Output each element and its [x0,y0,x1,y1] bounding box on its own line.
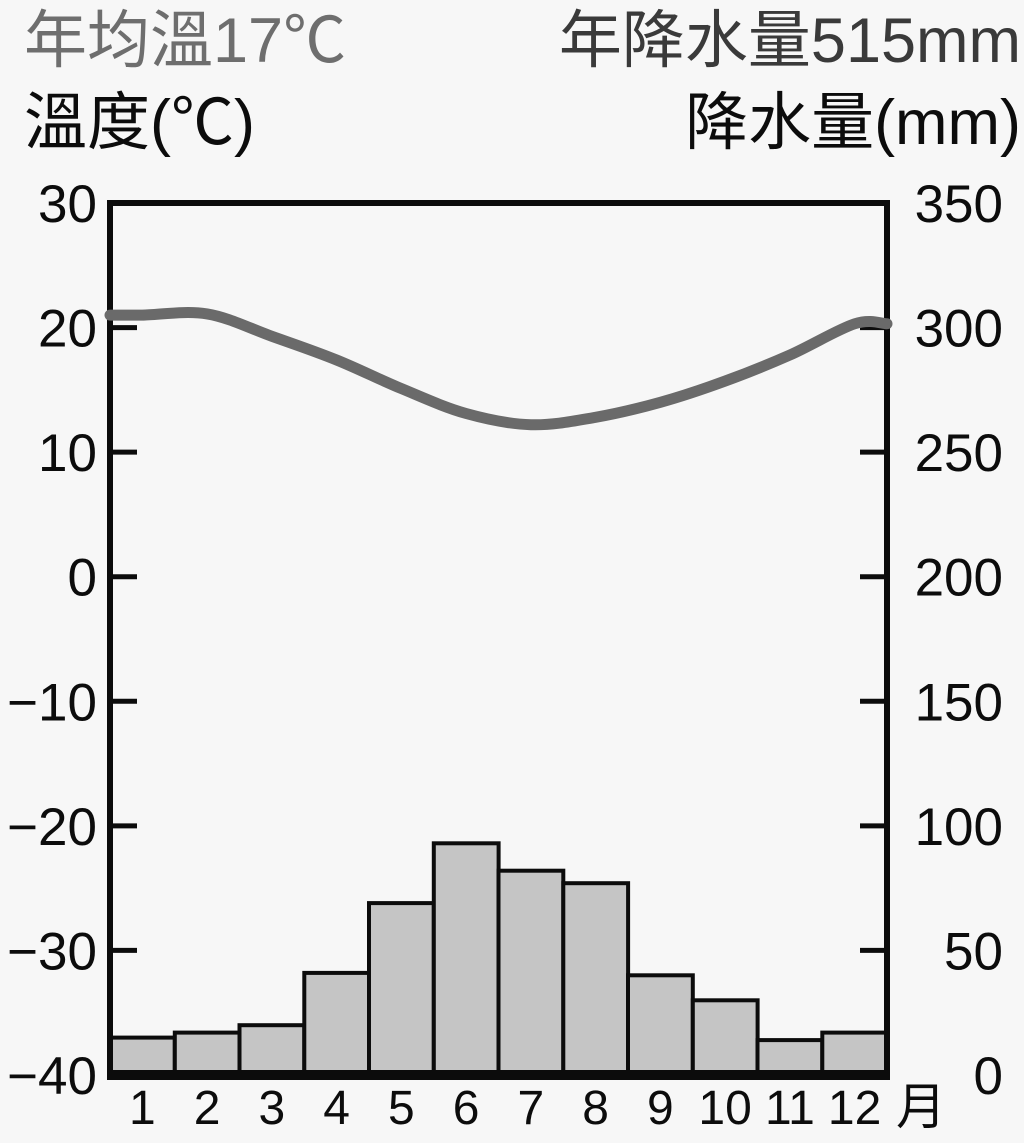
right-axis-tick-label: 0 [974,1047,1003,1106]
precip-bar [690,998,760,1077]
annual-summary-row: 年均溫17℃ 年降水量515mm [24,10,1021,73]
left-axis-tick-label: 10 [38,424,97,483]
precip-bar [626,973,695,1077]
month-label: 11 [765,1082,815,1135]
precip-bar [108,1035,177,1077]
precip-bar [302,970,372,1078]
right-axis-tick-label: 200 [915,549,1003,608]
left-axis-title: 溫度(℃) [24,88,255,158]
precip-bar [820,1030,890,1077]
axis-title-row: 溫度(℃) 降水量(mm) [24,92,1021,155]
x-axis-unit-label: 月 [896,1079,946,1135]
month-label: 9 [647,1082,674,1135]
month-label: 1 [129,1082,156,1135]
right-axis-tick-label: 250 [915,424,1003,483]
left-axis-tick-label: 30 [38,175,97,234]
precip-bar [367,901,436,1077]
precip-bar [755,1038,825,1077]
right-axis-tick-label: 300 [915,300,1003,359]
month-label: 4 [323,1082,350,1135]
month-label: 6 [453,1082,480,1135]
left-axis-tick-label: 20 [38,300,97,359]
left-axis-tick-label: −10 [7,673,97,732]
right-axis-tick-label: 350 [915,175,1003,234]
annual-precipitation-text: 年降水量515mm [558,6,1021,76]
precip-bar [496,868,566,1078]
month-label: 12 [828,1082,881,1135]
precip-bar [561,881,631,1078]
left-axis-tick-label: −20 [7,798,97,857]
month-label: 10 [698,1082,751,1135]
annual-mean-temperature-text: 年均溫17℃ [24,6,347,76]
right-axis-title: 降水量(mm) [685,88,1021,158]
right-axis-tick-label: 100 [915,798,1003,857]
month-label: 3 [259,1082,286,1135]
precip-bar [431,841,501,1077]
left-axis-tick-label: 0 [68,549,97,608]
precip-bar [237,1023,307,1077]
temperature-line [104,307,893,431]
left-axis-tick-label: −30 [7,922,97,981]
precip-bar [172,1030,242,1077]
month-label: 5 [388,1082,415,1135]
left-axis-tick-label: −40 [7,1047,97,1106]
right-axis-tick-label: 50 [944,922,1003,981]
month-label: 8 [582,1082,609,1135]
month-label: 7 [518,1082,545,1135]
right-axis-tick-label: 150 [915,673,1003,732]
month-label: 2 [194,1082,221,1135]
